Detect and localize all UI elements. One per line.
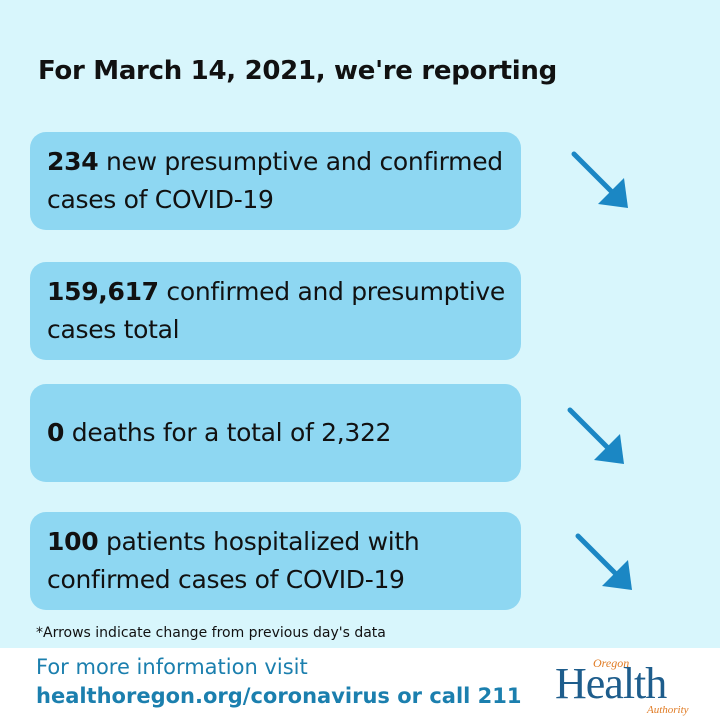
stat-text: 0 deaths for a total of 2,322 [47, 418, 392, 447]
oregon-health-authority-logo: Oregon Health Authority [553, 656, 703, 716]
stat-number: 159,617 [47, 277, 159, 306]
logo-health-text: Health [555, 659, 667, 708]
stat-card-new-cases: 234 new presumptive and confirmed cases … [30, 132, 521, 230]
footnote: *Arrows indicate change from previous da… [36, 625, 386, 641]
footer: For more information visit healthoregon.… [0, 648, 720, 720]
footer-info-text: For more information visit [36, 655, 308, 679]
page-title: For March 14, 2021, we're reporting [38, 56, 557, 86]
stat-number: 0 [47, 418, 65, 447]
stat-number: 234 [47, 147, 99, 176]
stat-card-hospitalized: 100 patients hospitalized with confirmed… [30, 512, 521, 610]
stat-card-deaths: 0 deaths for a total of 2,322 [30, 384, 521, 482]
logo-oregon-text: Oregon [593, 656, 630, 670]
stat-card-total-cases: 159,617 confirmed and presumptive cases … [30, 262, 521, 360]
down-right-arrow-icon [574, 532, 638, 596]
stat-text: 234 new presumptive and confirmed cases … [47, 147, 503, 214]
stat-text: 100 patients hospitalized with confirmed… [47, 527, 420, 594]
down-right-arrow-icon [566, 406, 630, 470]
footer-link-text[interactable]: healthoregon.org/coronavirus or call 211 [36, 684, 522, 708]
stat-text: 159,617 confirmed and presumptive cases … [47, 277, 505, 344]
stat-number: 100 [47, 527, 99, 556]
down-right-arrow-icon [570, 150, 634, 214]
logo-authority-text: Authority [647, 704, 689, 716]
